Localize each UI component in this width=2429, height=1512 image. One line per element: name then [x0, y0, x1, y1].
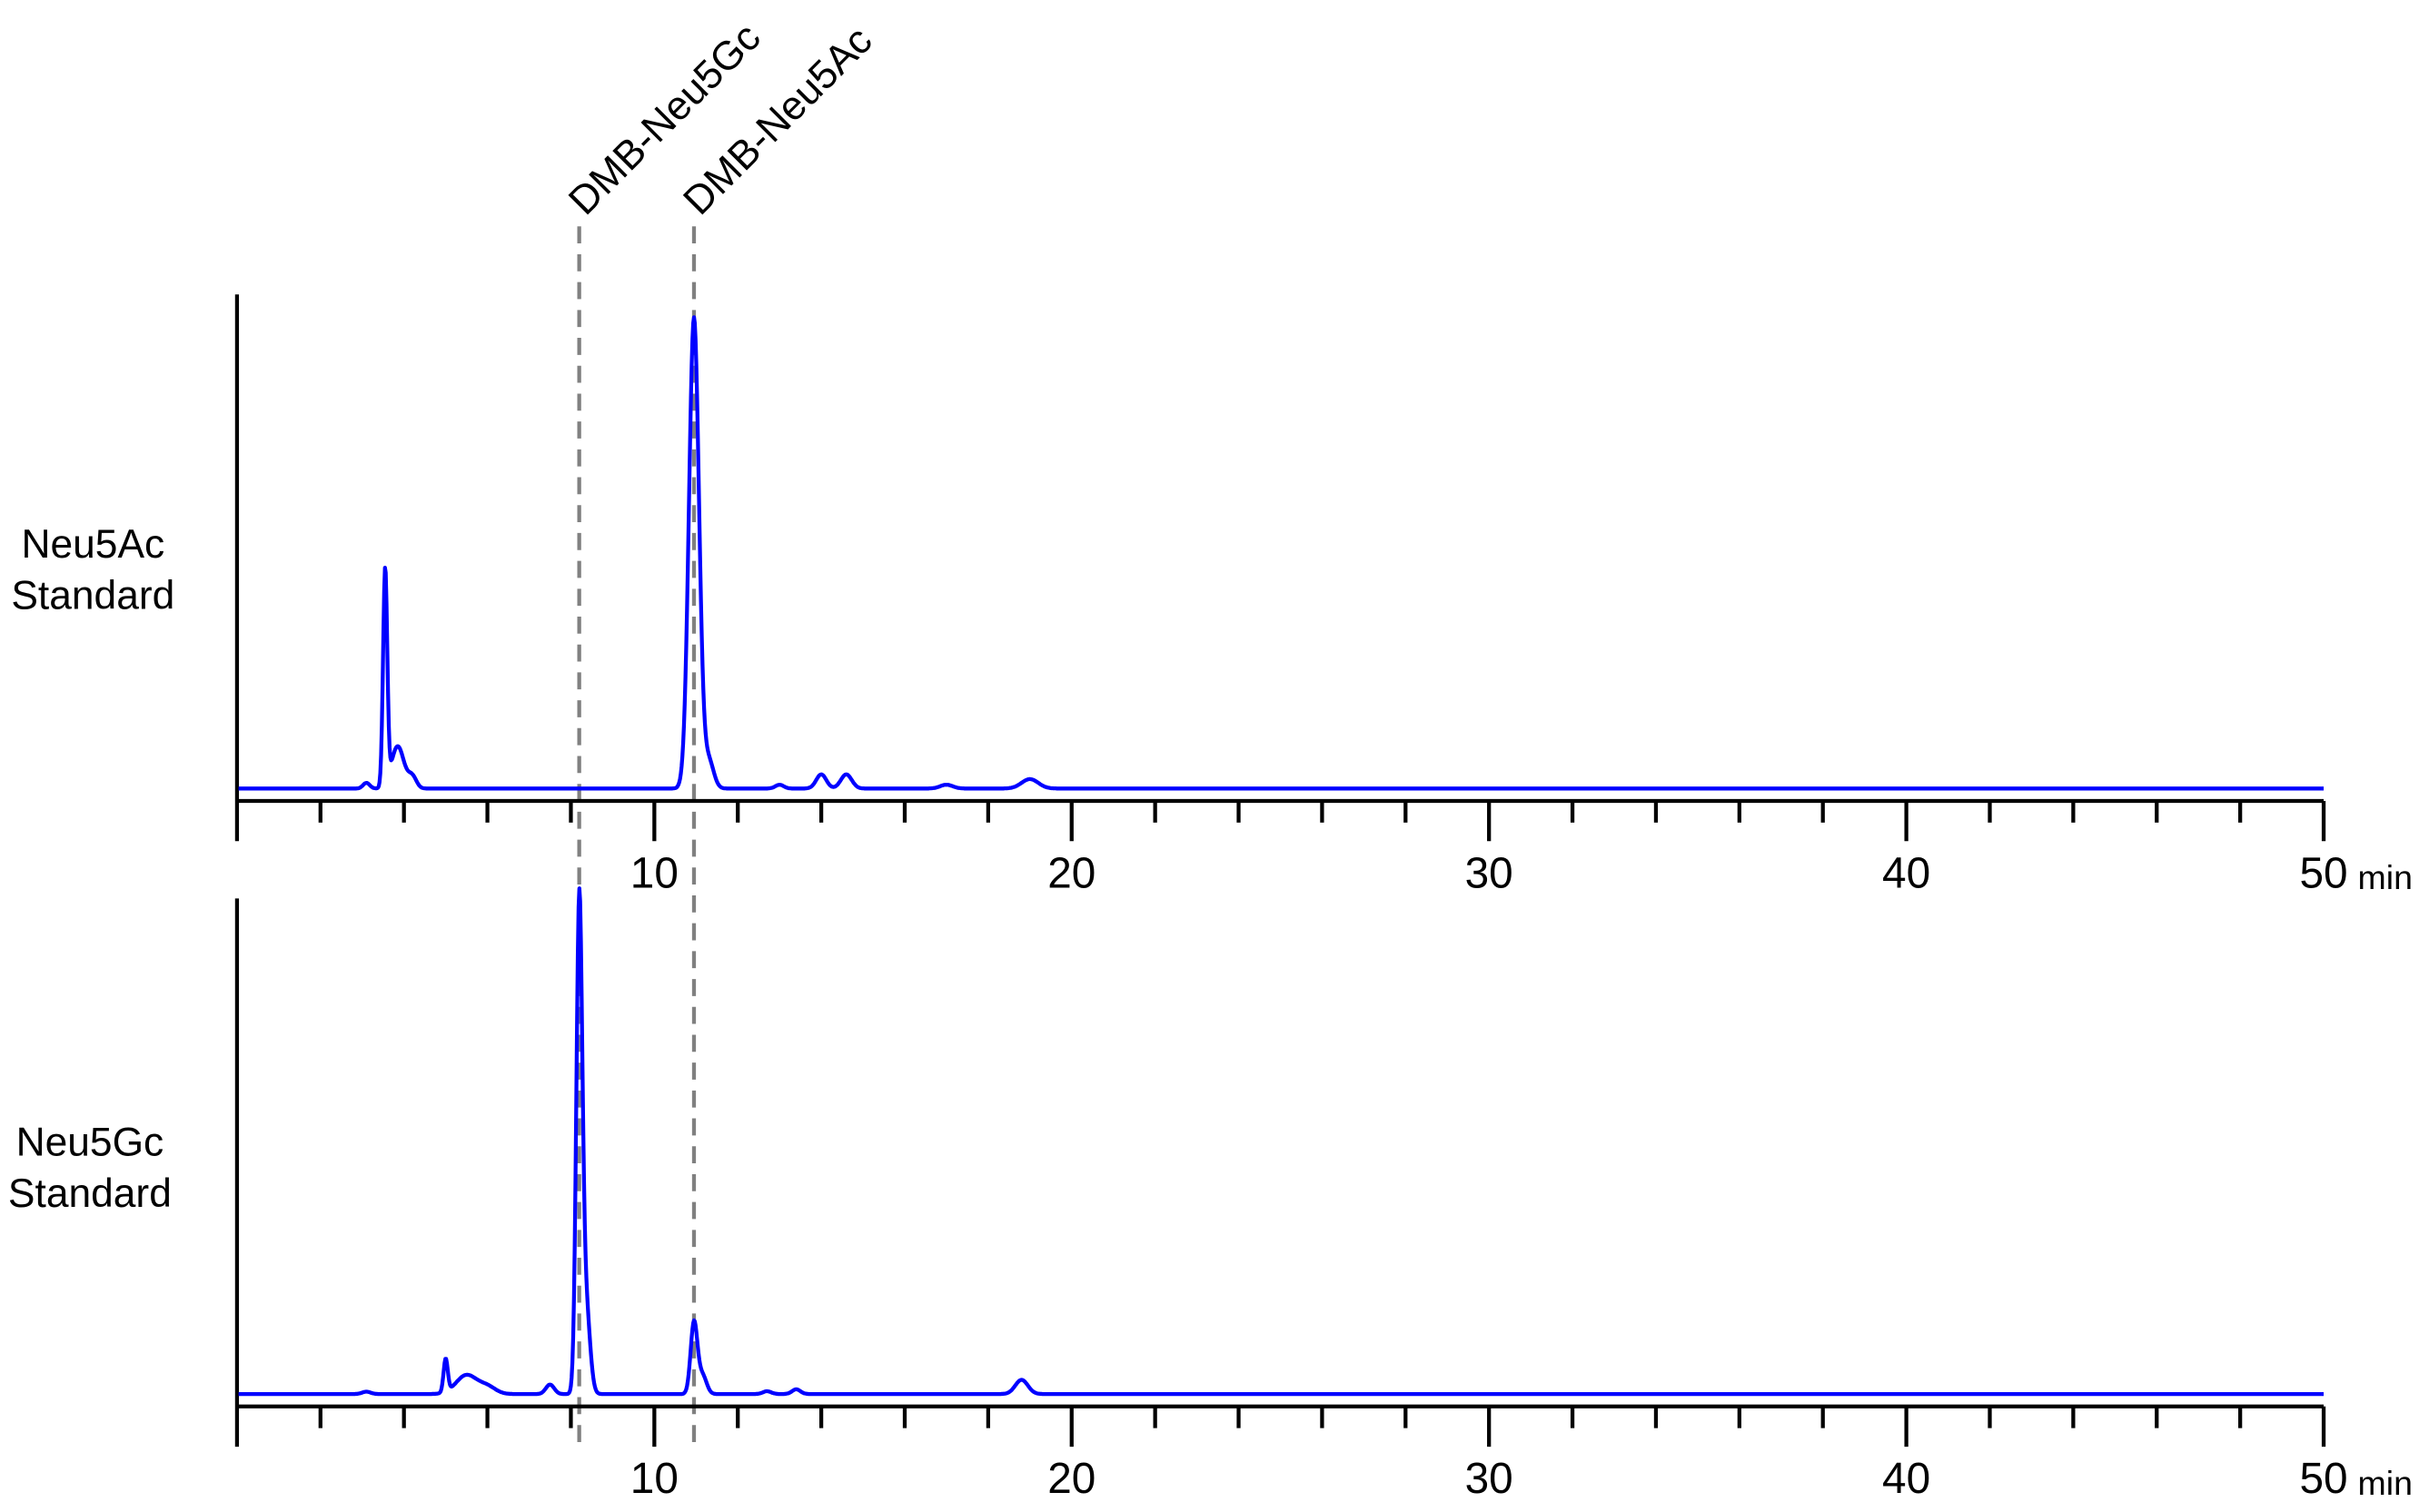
- panel-label-line2: Standard: [8, 1171, 172, 1216]
- x-tick-label: 50: [2299, 1455, 2347, 1503]
- x-tick-label: 50: [2299, 849, 2347, 897]
- x-tick-label: 20: [1047, 849, 1096, 897]
- x-tick-label: 10: [630, 1455, 679, 1503]
- panel-neu5gc-standard: Neu5Gc Standard 10 20 30 40 50 min: [8, 886, 2413, 1503]
- chromatogram-trace: [237, 315, 2325, 791]
- panel-neu5ac-standard: Neu5Ac Standard 10 20 30 40 50 min: [11, 294, 2413, 897]
- x-tick-label: 30: [1465, 1455, 1513, 1503]
- x-tick-label: 10: [630, 849, 679, 897]
- panel-label-line1: Neu5Ac: [21, 522, 164, 567]
- x-tick-label: 40: [1882, 849, 1930, 897]
- x-tick-label: 30: [1465, 849, 1513, 897]
- panel-label-line1: Neu5Gc: [16, 1120, 164, 1164]
- x-unit-label: min: [2358, 858, 2413, 896]
- x-tick-label: 40: [1882, 1455, 1930, 1503]
- x-tick-label: 20: [1047, 1455, 1096, 1503]
- panel-label-line2: Standard: [11, 573, 174, 618]
- chromatogram-trace: [237, 886, 2325, 1397]
- x-unit-label: min: [2358, 1464, 2413, 1502]
